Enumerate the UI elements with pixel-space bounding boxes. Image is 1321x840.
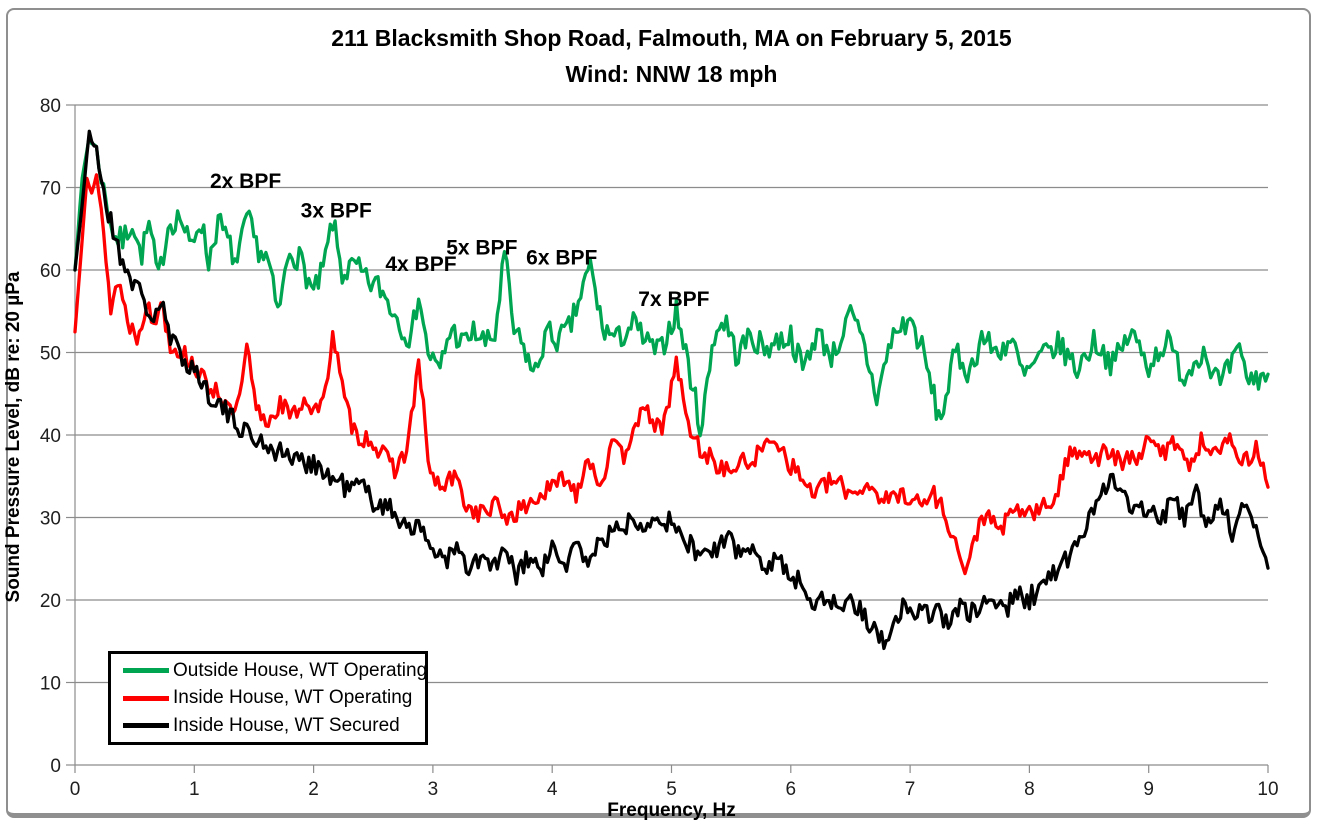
legend-line-swatch-red: [123, 695, 169, 701]
legend-label: Inside House, WT Secured: [173, 714, 400, 736]
y-axis-title: Sound Pressure Level, dB re: 20 µPa: [3, 271, 24, 603]
chart-subtitle: Wind: NNW 18 mph: [565, 61, 778, 87]
y-tick-label: 10: [40, 674, 61, 695]
x-axis-title: Frequency, Hz: [607, 800, 736, 821]
chart-title-block: 211 Blacksmith Shop Road, Falmouth, MA o…: [75, 20, 1268, 92]
bpf-annotation: 7x BPF: [638, 288, 709, 311]
legend-label: Inside House, WT Operating: [173, 687, 413, 708]
series-line-inside-house-wt-operating: [73, 173, 1270, 576]
x-tick-label: 10: [1257, 779, 1278, 800]
bpf-annotation: 4x BPF: [385, 253, 456, 276]
x-tick-label: 2: [308, 779, 319, 800]
bpf-annotation: 6x BPF: [526, 247, 597, 270]
legend-item-inside-house-wt-operating: Inside House, WT Operating: [123, 687, 425, 709]
legend-item-outside-house-wt-operating: Outside House, WT Operating: [123, 659, 428, 682]
bpf-annotation: 5x BPF: [446, 237, 517, 260]
x-tick-label: 1: [189, 779, 200, 800]
x-tick-label: 9: [1143, 779, 1154, 800]
bpf-annotation: 3x BPF: [301, 200, 372, 223]
y-tick-label: 40: [40, 426, 61, 447]
series-line-outside-house-wt-operating: [73, 134, 1270, 438]
x-tick-label: 7: [905, 779, 916, 800]
chart-title: 211 Blacksmith Shop Road, Falmouth, MA o…: [331, 25, 1012, 51]
y-tick-label: 0: [50, 756, 61, 777]
y-tick-label: 80: [40, 96, 61, 117]
y-tick-label: 30: [40, 509, 61, 530]
y-tick-label: 60: [40, 261, 61, 282]
x-tick-label: 0: [70, 779, 81, 800]
x-tick-label: 6: [786, 779, 797, 800]
series-line-inside-house-wt-secured: [73, 129, 1270, 651]
legend-item-inside-house-wt-secured: Inside House, WT Secured: [123, 715, 425, 737]
legend-line-swatch-green: [123, 668, 169, 673]
y-tick-label: 20: [40, 591, 61, 612]
legend-line-swatch-black: [123, 723, 169, 728]
bpf-annotation: 2x BPF: [210, 170, 281, 193]
x-tick-label: 8: [1024, 779, 1035, 800]
legend: Outside House, WT Operating Inside House…: [108, 651, 428, 745]
y-tick-label: 70: [40, 179, 61, 200]
x-tick-label: 3: [428, 779, 439, 800]
x-tick-label: 5: [666, 779, 677, 800]
x-tick-label: 4: [547, 779, 558, 800]
legend-label: Outside House, WT Operating: [173, 659, 428, 681]
y-tick-label: 50: [40, 344, 61, 365]
